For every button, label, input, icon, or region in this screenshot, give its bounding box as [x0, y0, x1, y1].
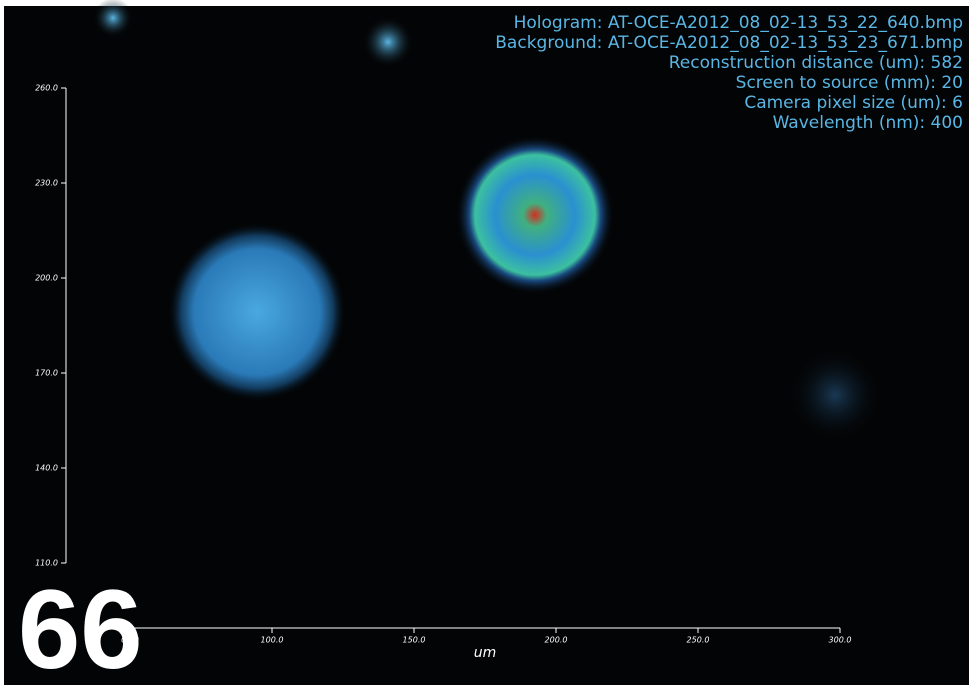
background	[4, 6, 969, 685]
info-panel: Hologram: AT-OCE-A2012_08_02-13_53_22_64…	[495, 13, 963, 133]
x-tick-label: 100.0	[261, 636, 284, 645]
x-tick-label: 300.0	[829, 636, 852, 645]
x-tick-label: 200.0	[545, 636, 568, 645]
info-line: Camera pixel size (um): 6	[744, 93, 963, 113]
x-tick-label: 250.0	[687, 636, 710, 645]
info-line: Background: AT-OCE-A2012_08_02-13_53_23_…	[495, 33, 963, 53]
info-line: Screen to source (mm): 20	[736, 73, 963, 93]
y-tick-label: 140.0	[35, 464, 58, 473]
particle	[785, 345, 885, 445]
info-line: Reconstruction distance (um): 582	[669, 53, 963, 73]
particle	[362, 16, 414, 68]
x-tick-label: 150.0	[403, 636, 426, 645]
ticks: 260.0 230.0 200.0 170.0 140.0 110.0 0.00 100.0 1…	[35, 84, 851, 645]
x-axis-label: um	[474, 645, 497, 661]
particle	[455, 135, 615, 295]
y-tick-label: 260.0	[35, 84, 58, 93]
y-tick-label: 170.0	[35, 369, 58, 378]
y-tick-label: 110.0	[35, 559, 58, 568]
info-line: Wavelength (nm): 400	[773, 113, 963, 133]
y-tick-label: 200.0	[35, 274, 58, 283]
y-tick-label: 230.0	[35, 179, 58, 188]
particle	[93, 0, 133, 38]
page-number: 66	[18, 567, 143, 685]
x-tick-label: 0.00	[121, 636, 139, 645]
particle	[167, 222, 347, 402]
info-line: Hologram: AT-OCE-A2012_08_02-13_53_22_64…	[514, 13, 963, 33]
